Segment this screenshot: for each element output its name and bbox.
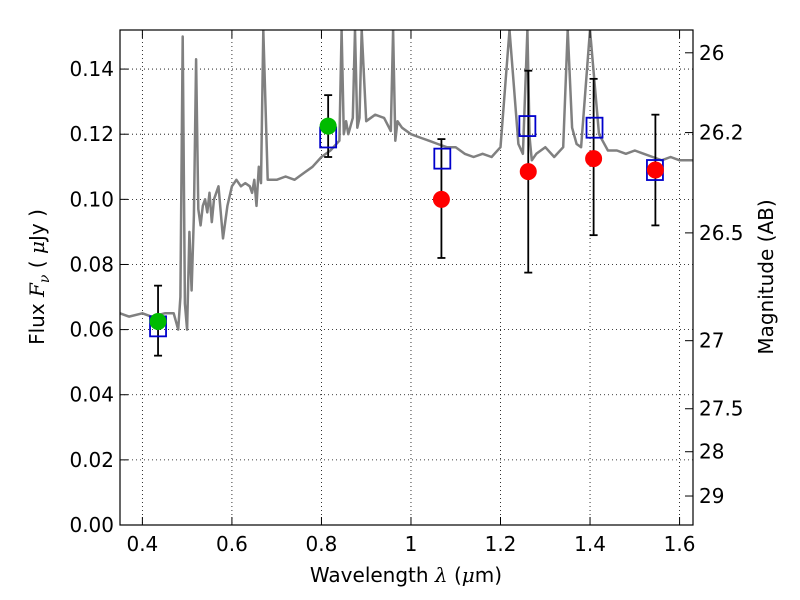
x-tick-label: 1.2 bbox=[485, 532, 517, 556]
model-flux-square bbox=[518, 115, 537, 137]
right-axis-title: Magnitude (AB) bbox=[754, 199, 778, 354]
x-tick-label: 1.4 bbox=[574, 532, 606, 556]
model-spectrum-line bbox=[120, 30, 693, 331]
observed-flux-points bbox=[149, 117, 664, 330]
x-axis-title: Wavelength λ (μm) bbox=[310, 563, 502, 587]
y-tick-label: 0.00 bbox=[69, 513, 114, 537]
right-axis-ticks: 26 26.2 26.5 27 27.5 28 29 bbox=[685, 41, 744, 508]
y-tick-label: 0.08 bbox=[69, 252, 114, 276]
x-tick-label: 0.4 bbox=[126, 532, 158, 556]
y-tick-label: 0.12 bbox=[69, 122, 114, 146]
y-axis-ticks: 0.00 0.02 0.04 0.06 0.08 0.10 0.12 0.14 bbox=[69, 57, 128, 537]
x-tick-label: 1.6 bbox=[664, 532, 696, 556]
x-tick-label: 0.6 bbox=[216, 532, 248, 556]
grid bbox=[120, 30, 693, 525]
x-axis-ticks: 0.4 0.6 0.8 1 1.2 1.4 1.6 bbox=[126, 30, 695, 556]
y-tick-label: 0.10 bbox=[69, 187, 114, 211]
observed-flux-point-green bbox=[149, 312, 167, 330]
right-tick-label: 26.5 bbox=[699, 221, 744, 245]
y-tick-label: 0.14 bbox=[69, 57, 114, 81]
y-axis-title: Flux Fν ( μJy ) bbox=[25, 209, 53, 345]
y-tick-label: 0.04 bbox=[69, 383, 114, 407]
right-tick-label: 27 bbox=[699, 329, 724, 353]
right-tick-label: 27.5 bbox=[699, 397, 744, 421]
y-tick-label: 0.06 bbox=[69, 318, 114, 342]
right-tick-label: 26 bbox=[699, 41, 724, 65]
model-flux-squares bbox=[149, 115, 664, 338]
right-tick-label: 26.2 bbox=[699, 121, 744, 145]
observed-flux-point-red bbox=[646, 161, 664, 179]
right-tick-label: 29 bbox=[699, 484, 724, 508]
plot-area bbox=[120, 30, 693, 525]
x-tick-label: 1 bbox=[405, 532, 418, 556]
x-tick-label: 0.8 bbox=[306, 532, 338, 556]
model-flux-square bbox=[433, 147, 452, 170]
plot-frame bbox=[119, 29, 694, 526]
observed-flux-point-red bbox=[432, 190, 450, 208]
model-flux-square bbox=[585, 116, 604, 139]
plot-content bbox=[120, 30, 693, 357]
y-tick-label: 0.02 bbox=[69, 448, 114, 472]
observed-flux-point-green bbox=[319, 117, 337, 135]
right-tick-label: 28 bbox=[699, 440, 724, 464]
observed-flux-point-red bbox=[585, 150, 603, 168]
observed-flux-point-red bbox=[519, 163, 537, 181]
